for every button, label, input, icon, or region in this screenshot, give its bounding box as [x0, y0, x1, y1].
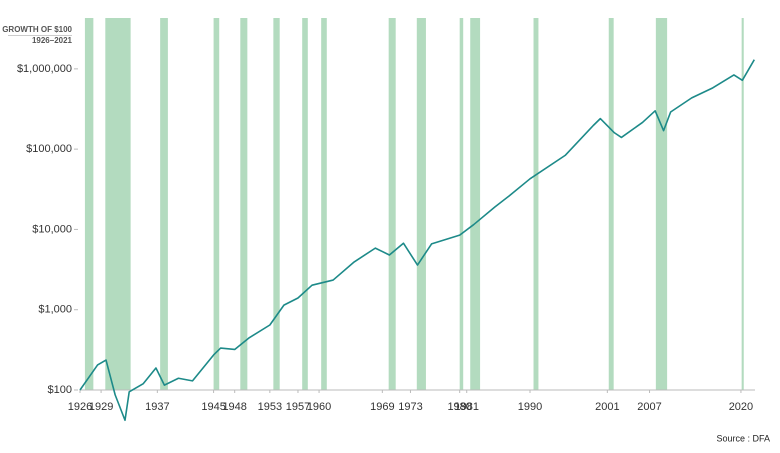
x-tick-label: 1945: [201, 401, 225, 413]
recession-band: [655, 18, 668, 390]
y-tick-label: $10,000: [32, 223, 72, 235]
x-tick-label: 1953: [258, 401, 282, 413]
recession-band: [321, 18, 327, 390]
recession-band: [160, 18, 168, 390]
recession-band: [84, 18, 94, 390]
x-tick-label: 1981: [454, 401, 478, 413]
recession-band: [416, 18, 426, 390]
recession-band: [459, 18, 464, 390]
recession-band: [273, 18, 280, 390]
y-tick-label: $100: [48, 384, 72, 396]
chart-title: GROWTH OF $100: [2, 25, 72, 34]
recession-band: [240, 18, 248, 390]
x-tick-label: 2007: [637, 401, 661, 413]
x-tick-label: 1957: [286, 401, 310, 413]
recession-band: [105, 18, 131, 390]
recession-band: [533, 18, 539, 390]
x-tick-label: 1926: [68, 401, 92, 413]
recession-band: [741, 18, 744, 390]
source: Source : DFA: [716, 433, 770, 443]
series-line: [79, 59, 755, 422]
y-tick-label: $100,000: [26, 143, 72, 155]
x-tick-label: 1990: [518, 401, 542, 413]
recession-band: [470, 18, 481, 390]
x-tick-label: 1973: [398, 401, 422, 413]
x-tick-label: 1937: [145, 401, 169, 413]
x-tick-label: 1960: [307, 401, 331, 413]
chart-subtitle: 1926–2021: [32, 36, 73, 45]
recession-band: [302, 18, 308, 390]
x-tick-label: 1980: [447, 401, 471, 413]
x-tick-label: 2001: [595, 401, 619, 413]
x-tick-label: 1948: [222, 401, 246, 413]
y-tick-label: $1,000: [38, 304, 72, 316]
recession-band: [388, 18, 396, 390]
y-tick-label: $1,000,000: [17, 63, 72, 75]
recession-band: [608, 18, 614, 390]
recession-band: [213, 18, 220, 390]
x-tick-label: 2020: [729, 401, 753, 413]
x-tick-label: 1969: [370, 401, 394, 413]
x-tick-label: 1929: [89, 401, 113, 413]
